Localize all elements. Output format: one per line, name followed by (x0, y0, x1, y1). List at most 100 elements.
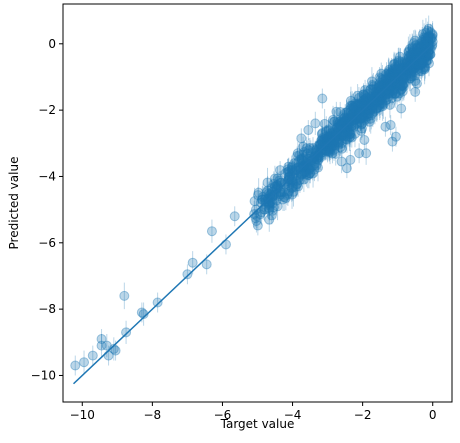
band-point (271, 195, 282, 206)
band-point (369, 105, 380, 116)
band-point (323, 140, 334, 151)
band-point (384, 99, 395, 110)
band-point (296, 169, 307, 180)
band-point (390, 64, 401, 75)
band-point (387, 70, 398, 81)
band-point (319, 118, 330, 129)
band-point (383, 67, 394, 78)
band-point (388, 63, 399, 74)
band-point (350, 119, 361, 130)
data-point (341, 163, 352, 174)
band-point (377, 84, 388, 95)
band-point (293, 172, 304, 183)
band-point (273, 182, 284, 193)
band-point (378, 83, 389, 94)
band-point (341, 131, 352, 142)
band-point (341, 114, 352, 125)
band-point (347, 100, 358, 111)
band-point (415, 42, 426, 53)
y-tick-label: −2 (38, 103, 56, 117)
band-point (421, 50, 432, 61)
band-point (426, 41, 437, 52)
band-point (405, 51, 416, 62)
data-point (317, 93, 328, 104)
band-point (322, 146, 333, 157)
band-point (370, 91, 381, 102)
band-point (387, 69, 398, 80)
data-point (296, 133, 307, 144)
band-point (367, 84, 378, 95)
band-point (409, 63, 420, 74)
band-point (398, 74, 409, 85)
band-point (282, 167, 293, 178)
band-point (419, 61, 430, 72)
band-point (380, 85, 391, 96)
band-point (271, 179, 282, 190)
band-point (383, 72, 394, 83)
band-point (416, 55, 427, 66)
band-point (272, 201, 283, 212)
band-point (409, 35, 420, 46)
band-point (358, 101, 369, 112)
band-point (380, 95, 391, 106)
band-point (344, 129, 355, 140)
band-point (344, 127, 355, 138)
band-point (420, 27, 431, 38)
band-point (308, 153, 319, 164)
band-point (271, 189, 282, 200)
x-axis-label: Target value (220, 417, 295, 431)
band-point (407, 56, 418, 67)
band-point (404, 43, 415, 54)
band-point (395, 80, 406, 91)
band-point (366, 95, 377, 106)
band-point (252, 220, 263, 231)
band-point (328, 135, 339, 146)
band-point (375, 95, 386, 106)
band-point (317, 133, 328, 144)
band-point (425, 49, 436, 60)
band-point (367, 94, 378, 105)
band-point (359, 90, 370, 101)
x-tick-label: 0 (429, 408, 437, 422)
band-point (348, 102, 359, 113)
band-point (423, 51, 434, 62)
band-point (282, 164, 293, 175)
band-point (353, 107, 364, 118)
band-point (329, 125, 340, 136)
band-point (373, 92, 384, 103)
band-point (321, 140, 332, 151)
band-point (383, 84, 394, 95)
band-point (356, 99, 367, 110)
band-point (393, 55, 404, 66)
band-point (333, 134, 344, 145)
band-point (403, 46, 414, 57)
band-point (381, 84, 392, 95)
band-point (267, 198, 278, 209)
band-point (377, 80, 388, 91)
band-point (305, 162, 316, 173)
band-point (296, 154, 307, 165)
band-point (365, 113, 376, 124)
band-point (383, 88, 394, 99)
x-tick-label: −4 (284, 408, 302, 422)
band-point (392, 69, 403, 80)
band-point (299, 146, 310, 157)
band-point (333, 137, 344, 148)
band-point (384, 69, 395, 80)
band-point (258, 204, 269, 215)
band-point (331, 131, 342, 142)
band-point (395, 56, 406, 67)
band-point (332, 125, 343, 136)
band-point (382, 80, 393, 91)
band-point (269, 173, 280, 184)
band-point (426, 33, 437, 44)
band-point (339, 116, 350, 127)
band-point (359, 94, 370, 105)
data-point (338, 130, 349, 141)
band-point (256, 194, 267, 205)
band-point (408, 47, 419, 58)
band-point (355, 113, 366, 124)
band-point (281, 190, 292, 201)
band-point (365, 104, 376, 115)
